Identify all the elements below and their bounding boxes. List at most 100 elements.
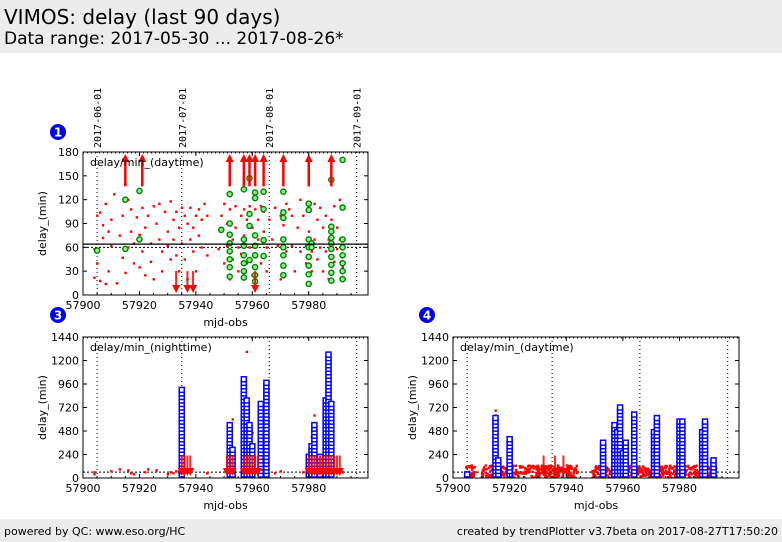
data-point [287, 208, 291, 211]
data-point [535, 468, 538, 471]
data-point [172, 238, 175, 241]
data-point-flagged [339, 156, 346, 164]
data-point-flagged [251, 263, 259, 271]
badge-circle [50, 307, 66, 323]
data-point [531, 470, 534, 473]
data-point-flagged [249, 443, 256, 450]
data-point [259, 262, 263, 265]
data-point [285, 202, 288, 206]
data-point [671, 466, 674, 469]
data-point [302, 471, 305, 474]
data-point [487, 467, 490, 470]
x-tick-label: 57940 [178, 299, 213, 312]
data-point [514, 464, 517, 468]
data-point [667, 470, 671, 474]
data-point [333, 260, 336, 264]
data-point [593, 469, 596, 472]
data-point [669, 475, 672, 478]
data-point [538, 471, 541, 475]
data-point [571, 474, 574, 477]
y-tick-label: 960 [58, 378, 79, 391]
data-point-flagged [328, 245, 335, 253]
data-point [245, 218, 249, 221]
data-point-flagged [679, 418, 686, 425]
data-point [138, 233, 141, 237]
data-point [470, 476, 474, 478]
x-tick-label: 57920 [492, 482, 527, 495]
data-point [101, 224, 105, 227]
data-point [596, 466, 599, 470]
data-point [537, 467, 541, 471]
data-point [552, 476, 555, 478]
data-point-flagged [226, 421, 233, 429]
y-axis-label: delay_(min) [36, 191, 49, 256]
data-point [316, 218, 319, 221]
data-point [511, 475, 515, 478]
data-point [183, 214, 186, 217]
data-point [256, 218, 260, 221]
data-point [637, 470, 640, 474]
data-point-flagged [328, 253, 335, 261]
data-point [254, 208, 257, 211]
x-axis-label: mjd-obs [574, 499, 619, 512]
data-point [107, 230, 110, 233]
data-point [687, 473, 690, 476]
data-point [644, 469, 648, 473]
data-point [299, 198, 302, 202]
data-point [566, 474, 570, 477]
data-point-flagged [305, 271, 313, 278]
plot-data-layer [453, 337, 739, 478]
data-point-flagged [339, 267, 346, 275]
data-point [674, 475, 677, 478]
data-point [472, 473, 476, 476]
data-point [265, 246, 268, 249]
data-point [532, 464, 535, 468]
data-point [532, 467, 536, 470]
data-point [489, 465, 492, 469]
data-point [237, 270, 240, 273]
data-point [504, 467, 508, 470]
data-point [471, 468, 474, 471]
data-point [470, 464, 473, 467]
data-point [550, 476, 553, 478]
data-point [643, 467, 646, 470]
data-point [149, 260, 153, 264]
data-point [279, 470, 282, 473]
data-point-flagged [240, 267, 248, 275]
data-point-flagged [263, 379, 270, 387]
arrow-down-head [172, 285, 181, 293]
page-title: VIMOS: delay (last 90 days) [4, 5, 281, 29]
data-point-flagged [240, 251, 248, 259]
data-point [98, 279, 102, 283]
data-point-flagged [710, 457, 717, 464]
data-point [110, 244, 113, 248]
data-point [591, 470, 594, 473]
data-point [521, 465, 524, 469]
x-tick-label: 57980 [291, 299, 326, 312]
data-point-flagged [280, 251, 287, 259]
plot-badge-3: 3 [50, 307, 66, 323]
data-point [129, 208, 133, 211]
data-point-flagged [280, 188, 287, 196]
arrow-up-head [245, 154, 254, 162]
data-point-flagged [339, 251, 346, 259]
data-point-flagged [229, 446, 236, 454]
y-tick-label: 30 [65, 265, 79, 278]
data-point [521, 471, 524, 474]
footer: powered by QC: www.eso.org/HC created by… [0, 519, 782, 542]
data-point [538, 474, 541, 478]
data-point [293, 270, 297, 273]
data-point [273, 206, 277, 210]
data-point [175, 254, 178, 257]
data-point [687, 474, 691, 478]
data-point-flagged [240, 274, 248, 281]
arrow-down-head [559, 468, 568, 476]
data-point [276, 244, 280, 248]
data-point [319, 206, 322, 210]
badge-number: 1 [54, 126, 62, 140]
data-point [501, 466, 504, 469]
plot-data-layer [83, 152, 368, 295]
data-point [575, 464, 578, 468]
y-tick-label: 1440 [421, 331, 449, 344]
data-point [541, 466, 544, 469]
